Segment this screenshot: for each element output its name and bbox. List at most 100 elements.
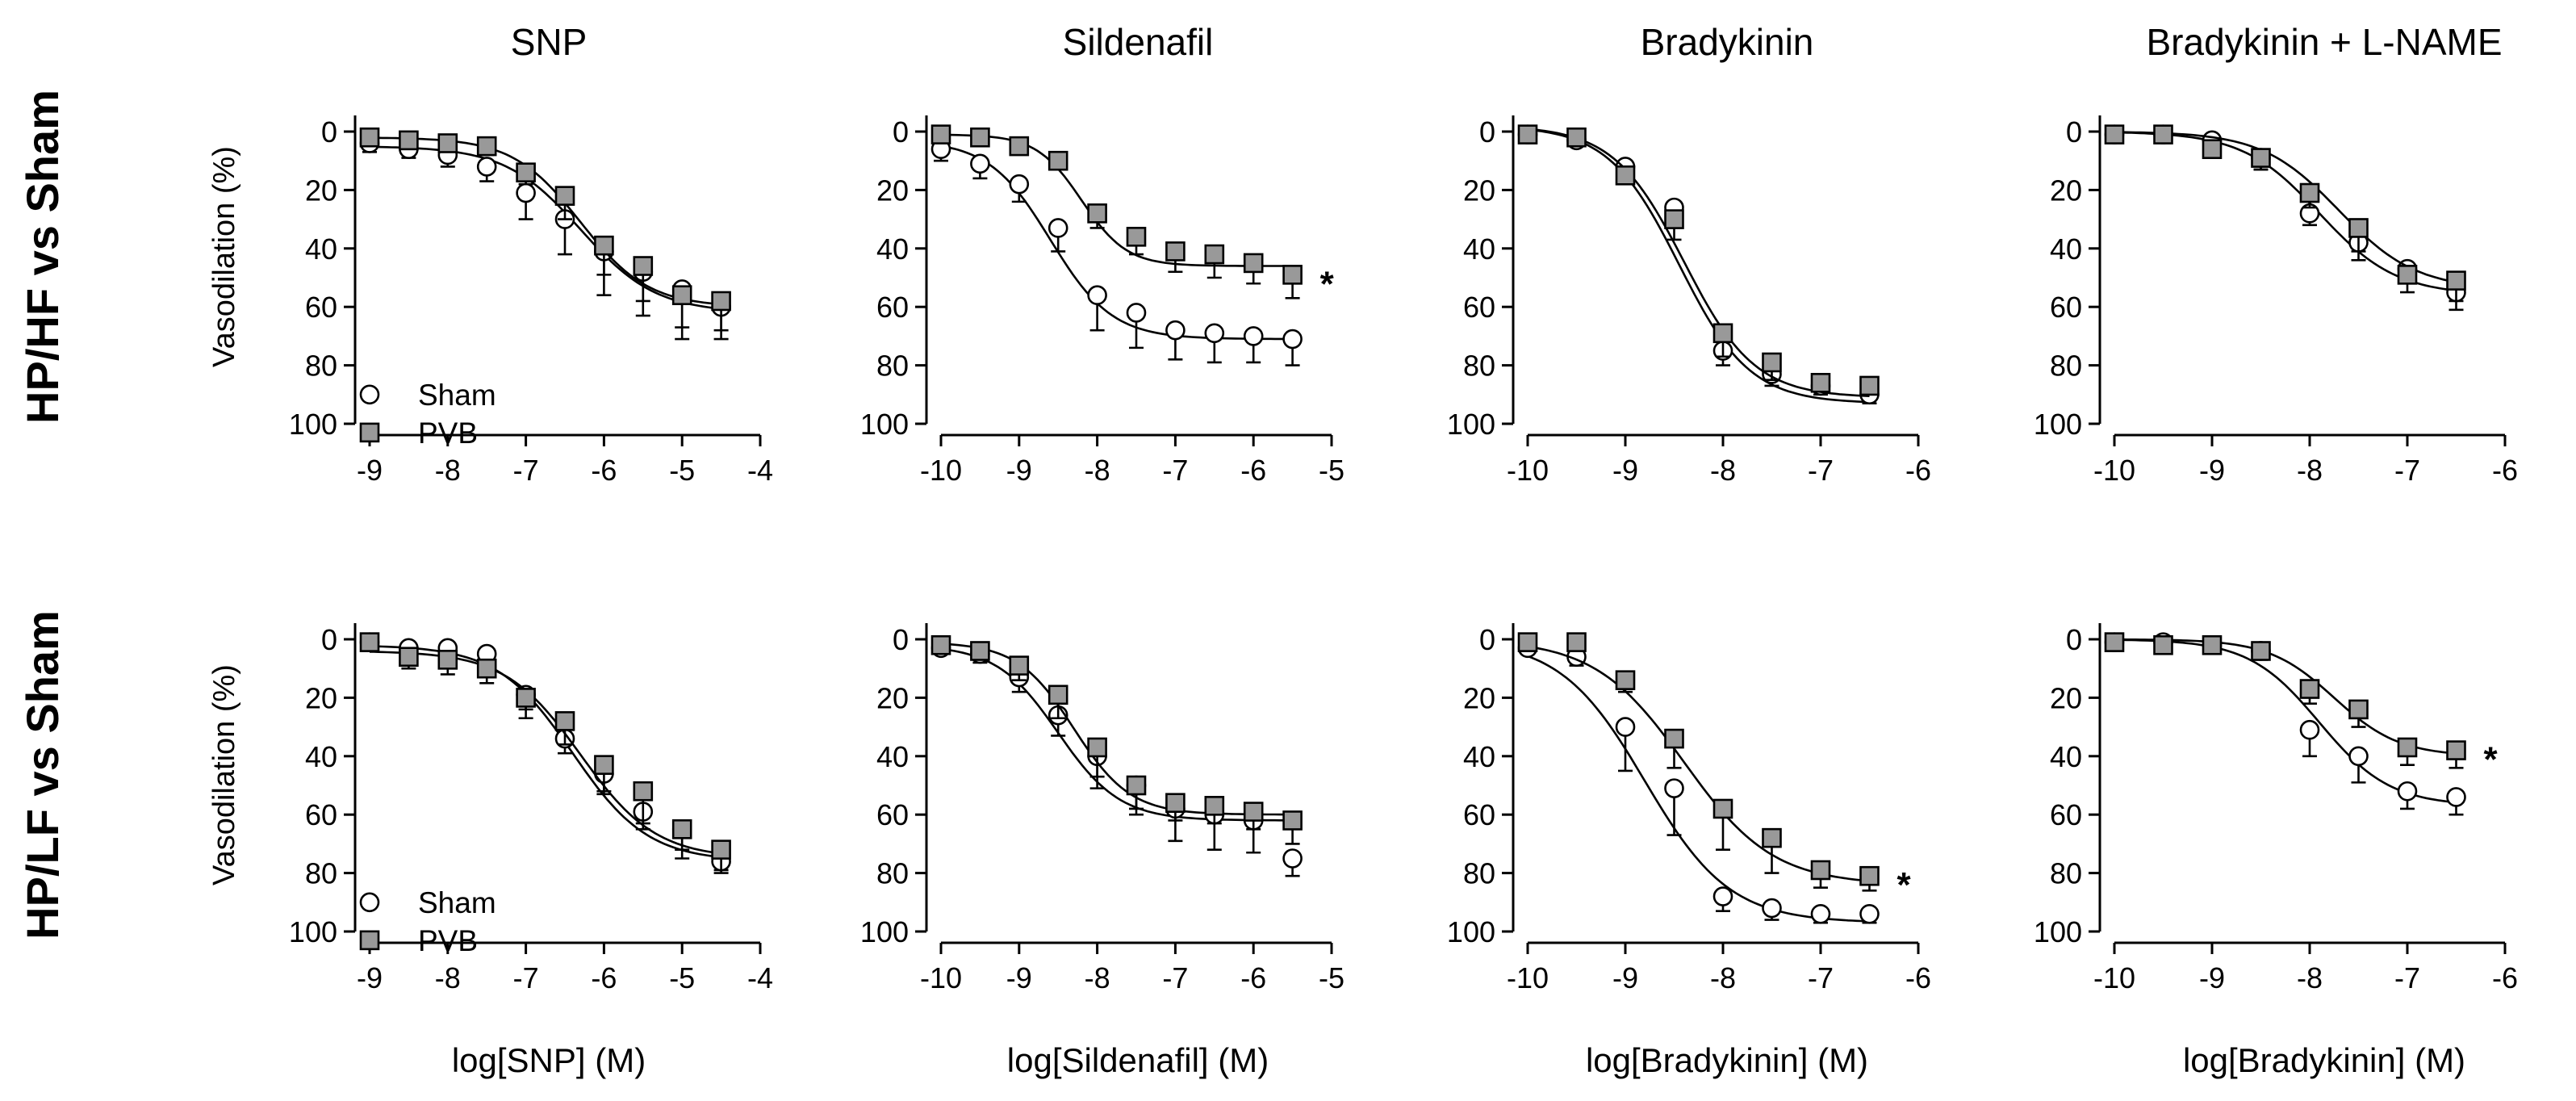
x-tick-label: -8 [1710,454,1736,487]
chart-panel: 0 20 40 60 80 100 -10 -9 -8 -7 -6 -5 [860,623,1344,994]
legend-marker-sham [359,384,380,405]
data-point-pvb [2299,679,2320,699]
data-point-pvb [1243,802,1264,822]
y-tick-label: 60 [305,798,337,831]
fit-curve [369,145,721,310]
x-tick-label: -7 [513,454,539,487]
data-point-pvb [2251,148,2271,168]
data-point-pvb [711,291,731,312]
data-point-pvb [711,839,731,860]
data-point-pvb [1087,203,1107,224]
y-tick-label: 20 [876,681,909,714]
fit-curve [369,645,721,859]
x-tick-label: -5 [1319,961,1344,994]
data-point-pvb [1126,775,1147,796]
y-tick-label: 20 [305,174,337,207]
data-point-pvb [359,127,380,148]
data-point-pvb [930,124,951,144]
y-tick-label: 100 [289,408,337,441]
legend-marker-pvb [359,422,380,443]
data-point-pvb [2104,632,2125,652]
x-tick-label: -6 [591,454,617,487]
data-point-pvb [2251,641,2271,661]
x-tick-label: -7 [513,961,539,994]
y-tick-label: 20 [1463,681,1495,714]
data-point-sham [2397,781,2418,802]
row-label-hp-hf: HP/HF vs Sham [17,90,68,424]
chart-panel: 0 20 40 60 80 100 -10 -9 -8 -7 -6 [2034,115,2518,487]
data-point-pvb [2202,139,2223,160]
data-point-pvb [516,688,536,708]
data-point-pvb [1810,860,1831,881]
data-point-pvb [1204,796,1225,816]
y-tick-label: 60 [876,798,909,831]
data-point-pvb [930,634,951,655]
column-title-sildenafil: Sildenafil [1063,21,1214,63]
data-point-sham [1126,303,1147,323]
data-point-sham [1712,886,1733,906]
data-point-pvb [1243,253,1264,274]
y-tick-label: 100 [1447,408,1495,441]
data-point-sham [1282,329,1303,350]
data-point-pvb [1048,684,1068,705]
x-tick-label: -6 [1905,454,1931,487]
data-point-pvb [671,818,692,839]
y-tick-label: 40 [1463,232,1495,266]
data-point-sham [1282,848,1303,869]
y-tick-label: 40 [305,232,337,266]
y-tick-label: 60 [2050,798,2082,831]
y-tick-label: 20 [2050,174,2082,207]
data-point-sham [1204,323,1225,344]
x-tick-label: -6 [1240,454,1266,487]
y-tick-label: 60 [876,291,909,324]
data-point-pvb [359,632,380,652]
data-point-pvb [1566,127,1587,148]
y-tick-label: 0 [2066,115,2082,149]
y-tick-label: 0 [321,623,337,656]
x-tick-label: -9 [2199,454,2225,487]
x-tick-label: -7 [1162,961,1188,994]
data-point-pvb [1048,150,1068,171]
data-point-pvb [594,235,614,256]
data-point-pvb [1762,352,1782,373]
chart-panel: 0 20 40 60 80 100 -10 -9 -8 -7 -6 [1447,115,1931,487]
data-point-pvb [1009,136,1030,157]
data-point-sham [516,182,536,203]
y-tick-label: 80 [1463,857,1495,890]
y-tick-label: 60 [305,291,337,324]
data-point-pvb [1664,728,1684,749]
y-tick-label: 80 [305,350,337,383]
fit-curve [1527,128,1870,397]
data-point-pvb [1126,227,1147,247]
y-tick-label: 100 [860,915,909,948]
y-tick-label: 40 [876,740,909,773]
data-point-pvb [1204,244,1225,265]
x-tick-label: -10 [1507,454,1549,487]
data-point-pvb [1810,373,1831,393]
x-axis-label-sildenafil: log[Sildenafil] (M) [1007,1041,1269,1079]
x-tick-label: -7 [1808,961,1834,994]
column-title-bradykinin: Bradykinin [1641,21,1814,63]
y-tick-label: 0 [1479,115,1495,149]
x-tick-label: -5 [1319,454,1344,487]
data-point-pvb [554,711,575,731]
x-tick-label: -9 [357,961,383,994]
y-tick-label: 80 [305,857,337,890]
data-point-pvb [1009,655,1030,676]
significance-marker: * [2484,740,2499,780]
x-tick-label: -5 [669,961,695,994]
data-point-pvb [1859,375,1880,396]
data-point-pvb [671,285,692,306]
y-tick-label: 100 [1447,915,1495,948]
x-tick-label: -7 [2394,961,2420,994]
data-point-pvb [633,256,654,276]
fit-curve [940,643,1293,816]
y-tick-label: 60 [2050,291,2082,324]
x-tick-label: -9 [2199,961,2225,994]
y-tick-label: 20 [305,681,337,714]
data-point-pvb [516,162,536,182]
x-tick-label: -10 [2093,961,2135,994]
fit-curve [1527,655,1870,923]
data-point-pvb [1282,810,1303,831]
x-tick-label: -6 [1240,961,1266,994]
